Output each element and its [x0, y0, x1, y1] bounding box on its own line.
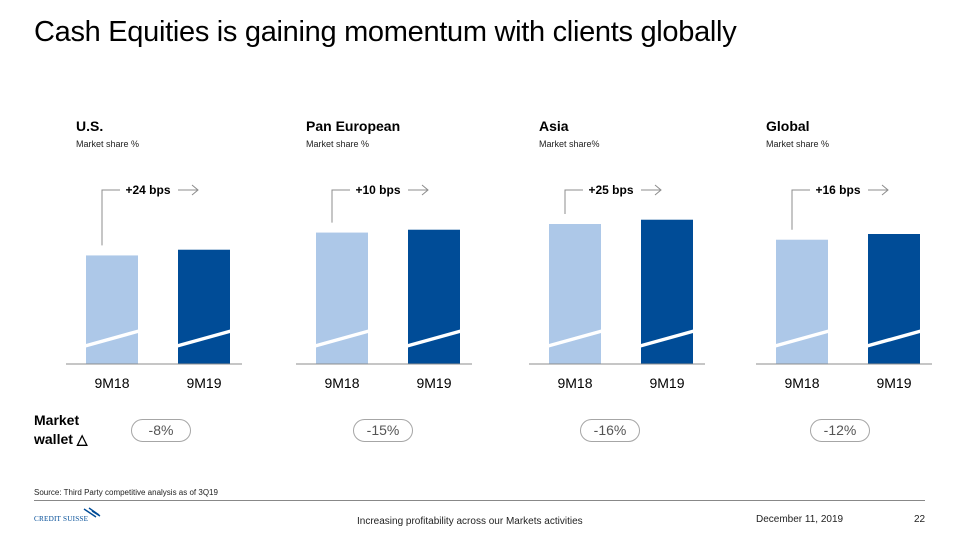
axis-break-mark — [84, 329, 140, 348]
footer-date: December 11, 2019 — [756, 514, 844, 525]
arrow-right-icon — [178, 184, 199, 196]
panel-title: Pan European — [306, 118, 401, 134]
change-bracket — [564, 189, 583, 214]
x-tick-label: 9M19 — [416, 375, 451, 391]
wallet-change-us: -8% — [131, 419, 191, 442]
credit-suisse-logo: CREDIT SUISSE — [34, 507, 101, 523]
panel-pan-european: Pan European Market share % 9M18 9M19 +10 … — [296, 118, 506, 418]
axis-break-mark — [406, 329, 462, 348]
change-label: +25 bps — [588, 183, 633, 197]
chart-asia: 9M18 9M19 +25 bps — [529, 183, 705, 391]
panel-subtitle: Market share % — [306, 139, 370, 149]
arrow-right-icon — [408, 184, 429, 196]
sails-icon — [83, 507, 101, 518]
chart-global: 9M18 9M19 +16 bps — [756, 183, 932, 391]
x-tick-label: 9M19 — [876, 375, 911, 391]
panel-subtitle: Market share% — [539, 139, 600, 149]
panel-global: Global Market share % 9M18 9M19 +16 bps — [756, 118, 960, 418]
x-tick-label: 9M19 — [186, 375, 221, 391]
logo-text: CREDIT SUISSE — [34, 515, 89, 523]
arrow-right-icon — [641, 184, 662, 196]
panel-subtitle: Market share % — [76, 139, 140, 149]
wallet-change-asia: -16% — [580, 419, 640, 442]
panel-us: U.S. Market share % 9M18 9M19 +24 bps — [66, 118, 276, 418]
change-bracket — [331, 189, 350, 223]
market-wallet-label: Market wallet △ — [34, 411, 88, 449]
change-label: +10 bps — [355, 183, 400, 197]
market-wallet-label-line1: Market — [34, 412, 80, 428]
x-tick-label: 9M18 — [557, 375, 592, 391]
x-tick-label: 9M18 — [94, 375, 129, 391]
page-number: 22 — [914, 514, 926, 525]
x-tick-label: 9M18 — [324, 375, 359, 391]
axis-break-mark — [866, 329, 922, 348]
bar-9m19 — [178, 249, 230, 364]
page-title: Cash Equities is gaining momentum with c… — [34, 16, 737, 48]
panel-subtitle: Market share % — [766, 139, 830, 149]
source-note: Source: Third Party competitive analysis… — [34, 488, 218, 497]
arrow-right-icon — [868, 184, 889, 196]
change-bracket — [791, 189, 810, 230]
axis-break-mark — [547, 329, 603, 348]
change-label: +16 bps — [815, 183, 860, 197]
footer-tagline: Increasing profitability across our Mark… — [357, 516, 583, 527]
chart-pan-european: 9M18 9M19 +10 bps — [296, 183, 472, 391]
bar-9m18 — [86, 255, 138, 364]
footer-divider — [34, 500, 925, 501]
wallet-change-pan-european: -15% — [353, 419, 413, 442]
market-wallet-label-line2: wallet △ — [34, 431, 88, 447]
change-label: +24 bps — [125, 183, 170, 197]
chart-us: 9M18 9M19 +24 bps — [66, 183, 242, 391]
panel-title: U.S. — [76, 118, 104, 134]
x-tick-label: 9M18 — [784, 375, 819, 391]
panel-title: Global — [766, 118, 810, 134]
axis-break-mark — [176, 329, 232, 348]
wallet-change-global: -12% — [810, 419, 870, 442]
panel-asia: Asia Market share% 9M18 9M19 +25 bps — [529, 118, 739, 418]
bar-9m18 — [549, 224, 601, 364]
axis-break-mark — [314, 329, 370, 348]
axis-break-mark — [639, 329, 695, 348]
panel-title: Asia — [539, 118, 569, 134]
change-bracket — [101, 189, 120, 246]
x-tick-label: 9M19 — [649, 375, 684, 391]
axis-break-mark — [774, 329, 830, 348]
